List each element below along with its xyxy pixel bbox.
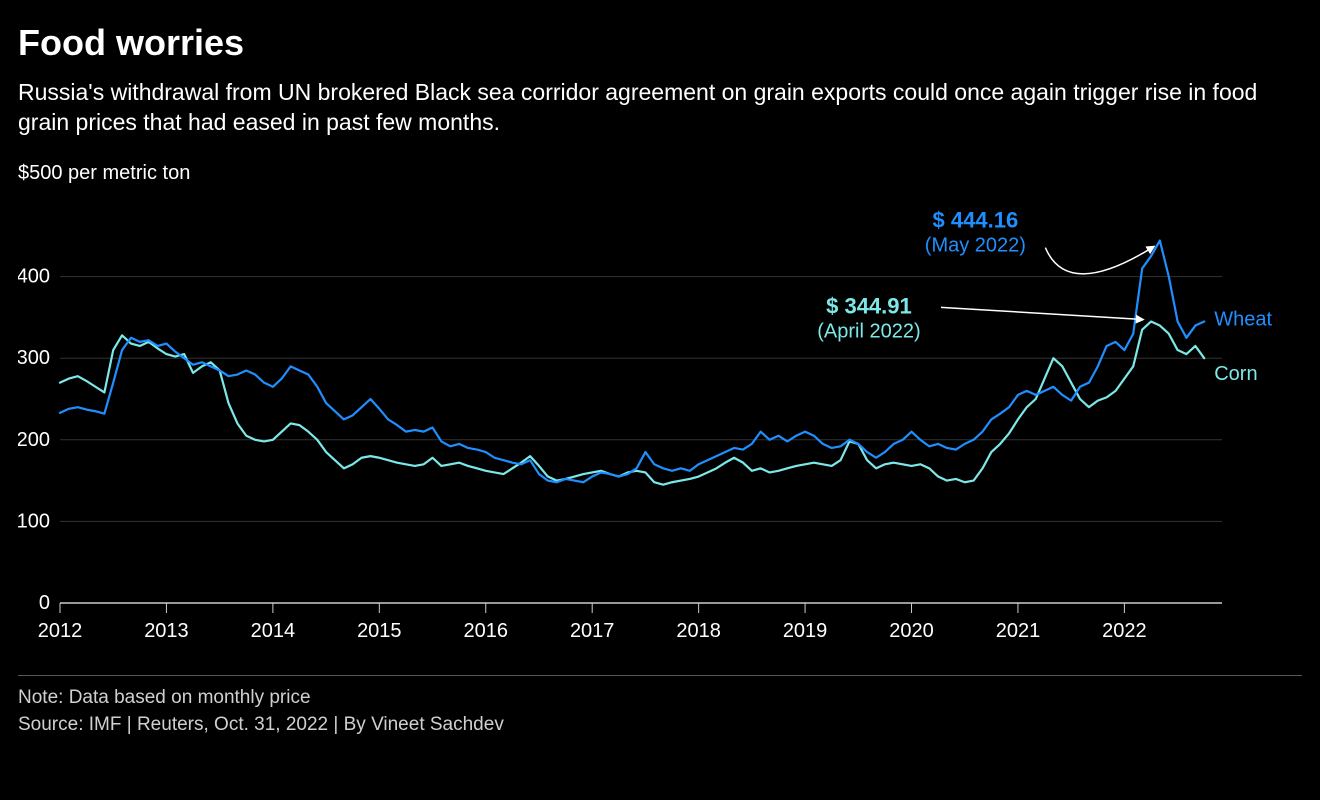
- series-label-wheat: Wheat: [1214, 308, 1272, 330]
- y-tick-label: 200: [18, 429, 50, 451]
- y-tick-label: 300: [18, 347, 50, 369]
- x-tick-label: 2021: [996, 620, 1041, 642]
- series-line: [60, 321, 1204, 484]
- annotation-corn-price: $ 344.91: [826, 293, 912, 318]
- x-tick-label: 2018: [676, 620, 721, 642]
- x-tick-label: 2013: [144, 620, 189, 642]
- chart-footer: Note: Data based on monthly price Source…: [18, 675, 1302, 739]
- chart-title: Food worries: [18, 22, 1302, 64]
- x-tick-label: 2015: [357, 620, 402, 642]
- chart-subtitle: Russia's withdrawal from UN brokered Bla…: [18, 78, 1298, 138]
- chart-area: $500 per metric ton 0 100 200 300 400 2012 201…: [18, 162, 1302, 657]
- y-tick-label: 100: [18, 510, 50, 532]
- line-chart: 0 100 200 300 400 2012 2013 2014 2015 2016 2017 201…: [18, 187, 1302, 657]
- chart-source: Source: IMF | Reuters, Oct. 31, 2022 | B…: [18, 711, 1302, 739]
- chart-note: Note: Data based on monthly price: [18, 684, 1302, 712]
- x-tick-label: 2016: [464, 620, 509, 642]
- x-tick-label: 2017: [570, 620, 615, 642]
- x-tick-label: 2019: [783, 620, 828, 642]
- x-tick-label: 2014: [251, 620, 296, 642]
- y-tick-label: 400: [18, 265, 50, 287]
- y-axis-unit: $500 per metric ton: [18, 162, 1302, 185]
- annotation-wheat-date: (May 2022): [925, 234, 1026, 256]
- x-tick-label: 2012: [38, 620, 83, 642]
- annotation-corn-date: (April 2022): [817, 320, 920, 342]
- series-label-corn: Corn: [1214, 363, 1257, 385]
- x-tick-label: 2022: [1102, 620, 1147, 642]
- annotation-arrow: [1045, 246, 1153, 273]
- x-tick-label: 2020: [889, 620, 934, 642]
- annotation-wheat-price: $ 444.16: [933, 207, 1019, 232]
- annotation-arrow: [941, 307, 1143, 319]
- y-tick-label: 0: [39, 592, 50, 614]
